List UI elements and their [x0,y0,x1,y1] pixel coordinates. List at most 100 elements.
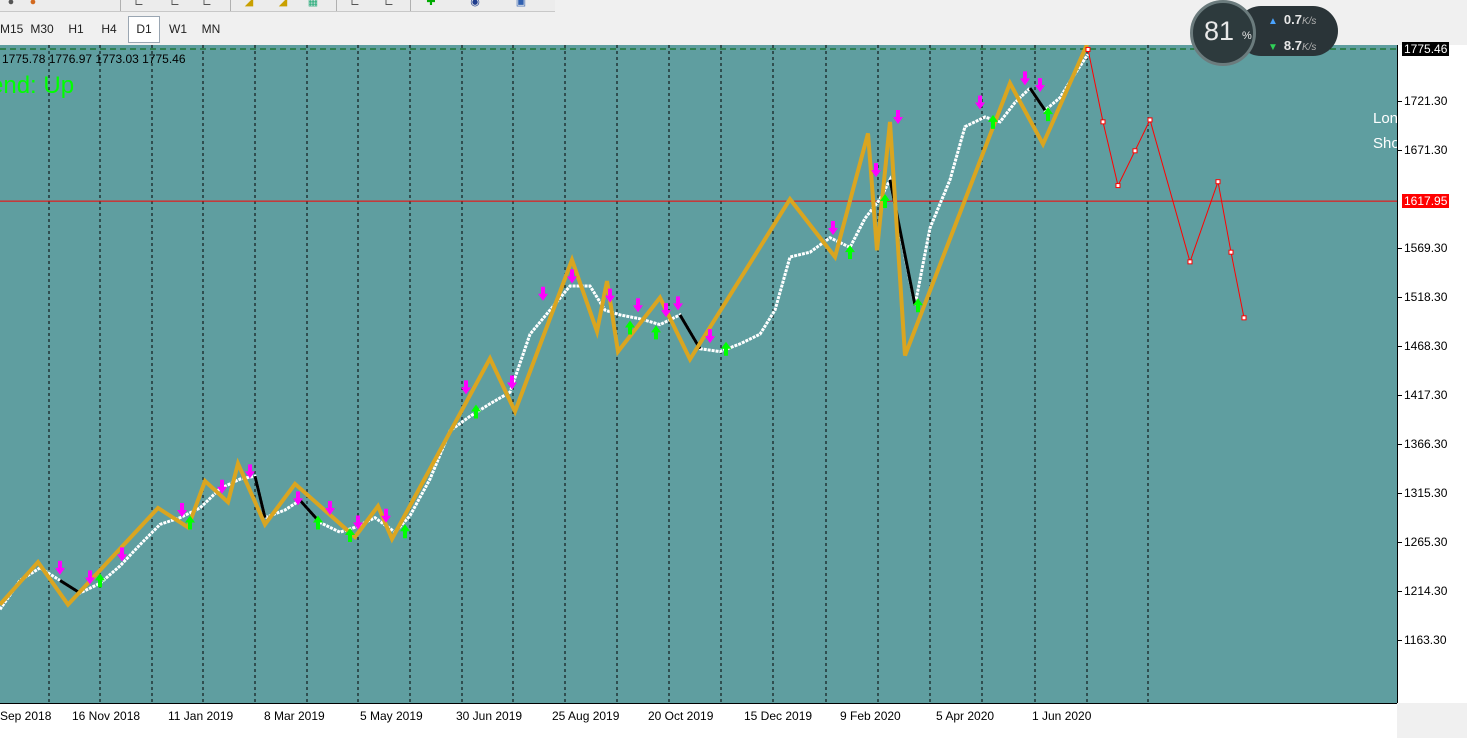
projection-point [1085,46,1091,52]
templates-icon[interactable]: ▣ [515,0,527,8]
time-tick-label: 11 Jan 2019 [168,709,234,723]
price-tick-mark [1398,248,1402,250]
usage-percent-sign: % [1242,30,1252,42]
price-line [0,53,1090,611]
zoom-out-icon[interactable]: ◢ [278,0,288,8]
buy-arrow-icon [400,524,410,539]
sell-arrow-icon [1020,71,1030,86]
price-tick-label: 1417.30 [1404,387,1448,402]
long-label: Lon [1373,110,1397,127]
buy-arrow-icon [185,515,195,530]
sell-arrow-icon [975,95,985,110]
projection-point [1100,119,1106,125]
price-tick-label: 1468.30 [1404,338,1448,353]
buy-arrow-icon [988,114,998,129]
bar-chart-icon[interactable]: ⊏ [134,0,144,8]
toolbar-separator [230,0,231,11]
price-axis: 1721.30 1671.30 1569.30 1518.30 1468.30 1417.… [1397,42,1467,703]
download-unit: K/s [1301,42,1317,53]
sell-arrow-icon [461,380,471,395]
sell-arrow-icon [117,547,127,562]
download-value: 8.7 [1283,38,1302,53]
time-tick-label: 5 May 2019 [360,709,423,723]
upload-unit: K/s [1301,16,1317,27]
timeframe-m30[interactable]: M30 [30,22,54,36]
downtrend-segment [678,314,702,350]
level-price-tag: 1617.95 [1402,194,1450,209]
price-tick-label: 1163.30 [1404,633,1447,647]
short-label: Sho [1373,135,1397,152]
time-tick-label: 9 Feb 2020 [840,709,901,723]
timeframe-w1[interactable]: W1 [169,22,187,36]
time-tick-label: 16 Nov 2018 [72,709,141,723]
toolbar-separator [410,0,411,11]
sell-arrow-icon [893,110,903,125]
download-arrow-icon: ▼ [1268,42,1278,53]
upload-value: 0.7 [1283,12,1302,27]
price-tick-mark [1398,149,1402,151]
price-tick-mark [1398,444,1402,446]
price-tick-mark [1398,394,1402,396]
buy-arrow-icon [651,325,661,340]
downtrend-segment [1028,87,1047,112]
chart-area[interactable]: 1775.78 1776.97 1773.03 1775.46 end: Up … [0,45,1397,703]
price-tick-mark [1398,101,1402,103]
indicators-plus-icon[interactable]: ✚ [426,0,436,8]
timeframe-mn[interactable]: MN [201,22,221,36]
timeframe-h1[interactable]: H1 [68,22,84,36]
buy-arrow-icon [345,528,355,543]
price-tick-mark [1398,345,1402,347]
usage-gauge [1190,0,1256,66]
buy-arrow-icon [1043,107,1053,122]
timeframe-m15[interactable]: M15 [0,22,24,36]
buy-arrow-icon [625,320,635,335]
price-tick-label: 1366.30 [1404,437,1448,452]
price-tick-label: 1265.30 [1404,534,1448,549]
buy-arrow-icon [880,194,890,209]
sell-arrow-icon [828,221,838,236]
ohlc-readout: 1775.78 1776.97 1773.03 1775.46 [2,52,186,66]
upload-arrow-icon: ▲ [1268,16,1278,27]
time-tick-label: 25 Aug 2019 [552,709,620,723]
zigzag-line [0,45,1089,608]
time-tick-label: 15 Dec 2019 [744,709,813,723]
sell-arrow-icon [381,508,391,523]
downtrend-segment [59,579,81,595]
zoom-in-icon[interactable]: ◢ [244,0,254,8]
price-tick-mark [1398,493,1402,495]
sell-arrow-icon [325,501,335,516]
price-tick-mark [1398,297,1402,299]
candle-chart-icon[interactable]: ⊏ [170,0,180,8]
toolbar-icons-row: ● ● ⊏ ⊏ ⊏ ◢ ◢ ▦ ⊏ ⊏ ✚ ◉ ▣ [0,0,555,12]
timeframe-h4[interactable]: H4 [101,22,117,36]
sell-arrow-icon [673,296,683,311]
autotrading-icon[interactable]: ● [29,0,37,8]
tile-windows-icon[interactable]: ▦ [307,0,319,8]
price-tick-mark [1398,541,1402,543]
refresh-icon[interactable]: ● [7,0,15,8]
current-price-tag: 1775.46 [1402,42,1450,56]
sell-arrow-icon [605,288,615,303]
projection-point [1228,249,1234,255]
autoscroll-icon[interactable]: ⊏ [384,0,394,8]
chart-shift-icon[interactable]: ⊏ [350,0,360,8]
periods-clock-icon[interactable]: ◉ [470,0,480,8]
sell-arrow-icon [661,303,671,318]
price-tick-mark [1398,590,1402,592]
line-chart-icon[interactable]: ⊏ [202,0,212,8]
download-speed: ▼ 8.7K/s [1268,38,1316,53]
sell-arrow-icon [353,515,363,530]
buy-arrow-icon [845,245,855,260]
price-tick-label: 1315.30 [1404,486,1448,501]
sell-arrow-icon [871,163,881,178]
time-tick-label: 1 Jun 2020 [1032,709,1092,723]
network-speed-widget[interactable]: 81 % ▲ 0.7K/s ▼ 8.7K/s [1190,0,1340,70]
projection-point [1187,259,1193,265]
time-tick-label: Sep 2018 [0,709,52,723]
buy-arrow-icon [721,341,731,356]
timeframe-d1[interactable]: D1 [128,16,160,43]
buy-arrow-icon [95,573,105,588]
sell-arrow-icon [245,464,255,479]
price-chart[interactable] [0,45,1397,703]
time-tick-label: 30 Jun 2019 [456,709,523,723]
